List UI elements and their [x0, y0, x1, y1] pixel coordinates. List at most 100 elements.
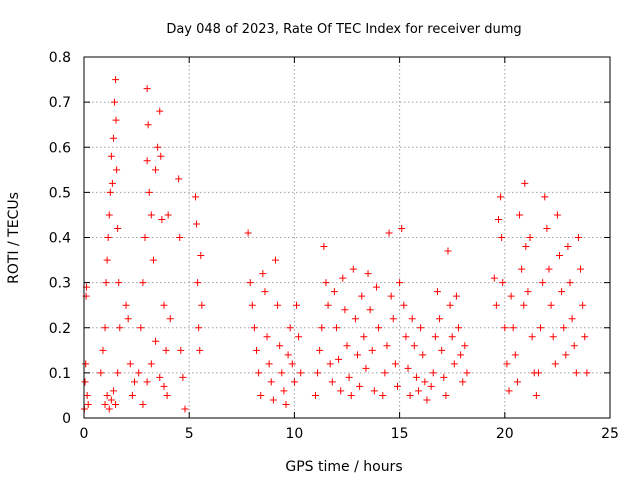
data-point [156, 373, 164, 381]
data-point [364, 270, 372, 278]
data-point [412, 373, 420, 381]
data-point [160, 382, 168, 390]
data-point [423, 396, 431, 404]
data-point [391, 360, 399, 368]
data-point [532, 391, 540, 399]
data-point [112, 116, 120, 124]
data-point [332, 324, 340, 332]
data-point [322, 279, 330, 287]
data-point [549, 333, 557, 341]
data-point [429, 369, 437, 377]
data-point [446, 301, 454, 309]
data-point [335, 355, 343, 363]
data-point [295, 333, 303, 341]
data-point [330, 288, 338, 296]
data-point [362, 364, 370, 372]
data-point [431, 333, 439, 341]
data-point [198, 301, 206, 309]
data-point [417, 324, 425, 332]
data-point [248, 301, 256, 309]
y-tick-label: 0.8 [49, 50, 71, 66]
data-point [139, 279, 147, 287]
data-point [583, 369, 591, 377]
data-point [505, 387, 513, 395]
data-point [520, 301, 528, 309]
data-point [316, 346, 324, 354]
data-point [263, 333, 271, 341]
data-point [250, 324, 258, 332]
data-point [139, 400, 147, 408]
data-point [276, 342, 284, 350]
data-point [503, 360, 511, 368]
x-axis-label: GPS time / hours [285, 459, 402, 475]
data-point [396, 279, 404, 287]
data-point [387, 292, 395, 300]
data-point [406, 391, 414, 399]
data-point [176, 234, 184, 241]
data-point [166, 315, 174, 323]
data-point [581, 333, 589, 341]
data-point [457, 351, 465, 359]
data-point [375, 324, 383, 332]
data-point [149, 256, 157, 264]
data-point [442, 391, 450, 399]
data-point [408, 315, 416, 323]
data-point [553, 211, 561, 219]
data-point [562, 351, 570, 359]
data-point [498, 234, 506, 241]
data-point [393, 382, 401, 390]
data-point [436, 315, 444, 323]
data-point [560, 324, 568, 332]
data-point [103, 391, 111, 399]
data-point [99, 346, 107, 354]
y-axis-label: ROTI / TECUs [6, 192, 22, 284]
plot-frame [83, 56, 611, 419]
data-point [547, 301, 555, 309]
data-point [135, 369, 143, 377]
data-point [507, 292, 515, 300]
data-point [274, 301, 282, 309]
data-point [381, 369, 389, 377]
data-point [105, 405, 113, 413]
data-point [261, 288, 269, 296]
data-point [347, 391, 355, 399]
data-point [105, 211, 113, 219]
data-point [314, 369, 322, 377]
data-point [372, 283, 380, 291]
data-point [195, 324, 203, 332]
data-point [160, 301, 168, 309]
data-point [271, 256, 279, 264]
data-point [490, 274, 498, 282]
data-point [297, 369, 305, 377]
data-point [143, 378, 151, 386]
data-point [570, 342, 578, 350]
data-point [177, 346, 185, 354]
data-point [82, 360, 90, 368]
data-point [566, 279, 574, 287]
data-point [438, 346, 446, 354]
data-point [197, 252, 205, 260]
data-point [181, 405, 189, 413]
data-point [511, 351, 519, 359]
data-point [255, 369, 263, 377]
data-point [318, 324, 326, 332]
data-point [122, 301, 130, 309]
data-point [534, 369, 542, 377]
x-tick-label: 25 [601, 426, 619, 442]
data-point [343, 342, 351, 350]
data-point [463, 369, 471, 377]
chart-title: Day 048 of 2023, Rate Of TEC Index for r… [166, 22, 521, 37]
data-point [400, 301, 408, 309]
data-point [521, 179, 529, 187]
data-point [541, 193, 549, 201]
data-point [579, 301, 587, 309]
data-point [114, 224, 122, 232]
data-point [404, 364, 412, 372]
y-tick-label: 0.7 [49, 95, 71, 111]
data-point [326, 360, 334, 368]
data-point [179, 373, 187, 381]
x-tick-label: 5 [185, 426, 194, 442]
data-point [280, 387, 288, 395]
data-point [328, 378, 336, 386]
data-point [539, 279, 547, 287]
